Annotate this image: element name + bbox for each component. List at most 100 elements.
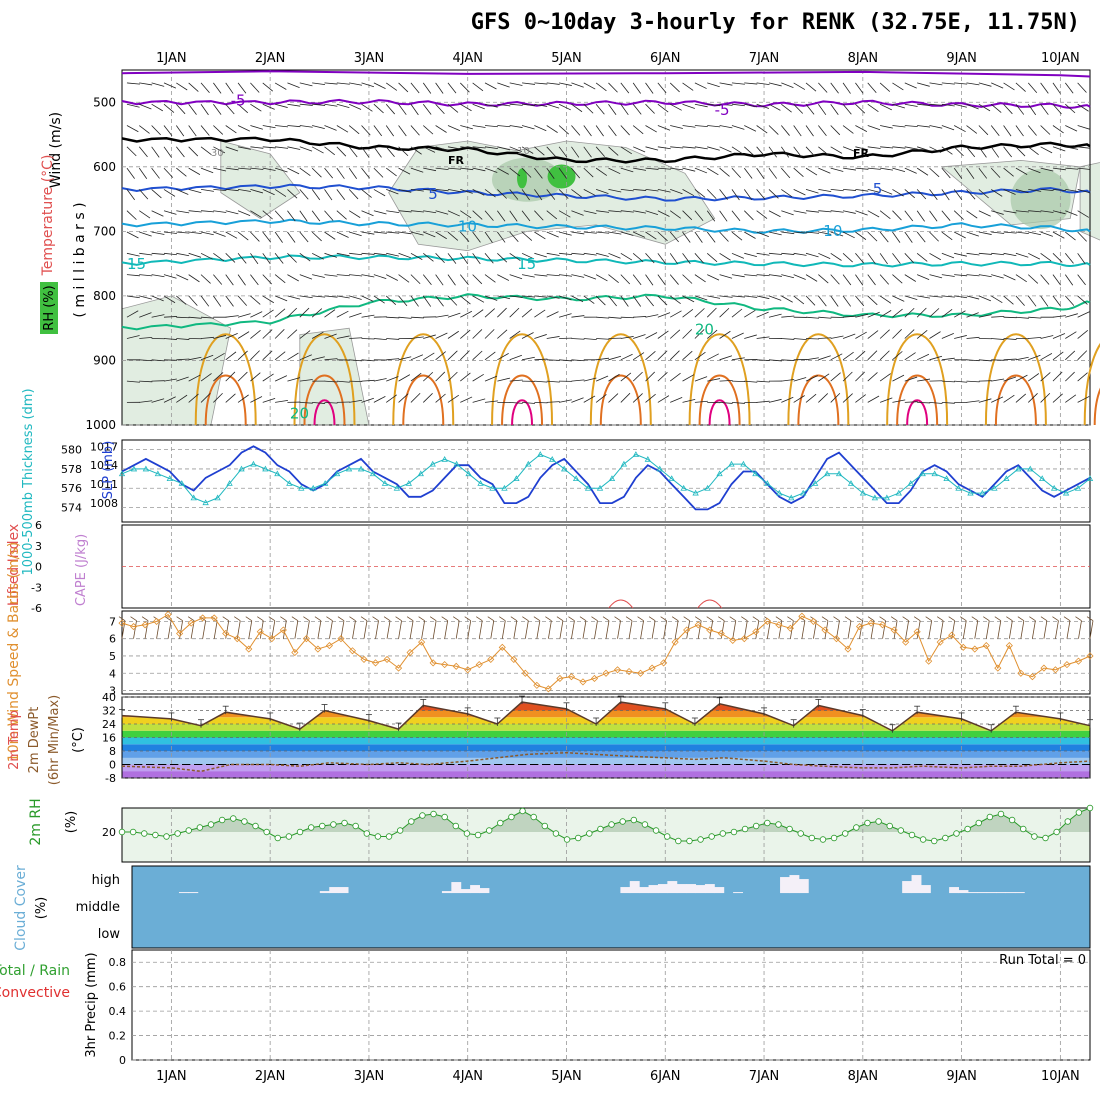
wind-barb [522,83,535,85]
temp-axis-title-3: (6hr Min/Max) [47,695,62,785]
contour-label: FR [448,154,465,167]
wind-barb [658,331,669,339]
wind-barb [695,308,705,317]
wind-barb [460,373,470,381]
wind-barb [905,126,918,127]
wind-barb [176,232,189,233]
x-tick-label-bottom: 10JAN [1041,1069,1080,1084]
wind10m-barb [845,617,851,621]
wind-barb [905,296,917,300]
temp-band [122,744,1090,751]
wind-barb [411,275,420,284]
wind-barb [571,398,583,403]
wind-barb [1041,335,1054,338]
rh2m-point [776,822,782,828]
wind10m-barb [707,617,713,621]
wind-barb [596,339,609,340]
wind10m-barb [456,621,459,639]
wind-barb [250,275,258,285]
rh-axis-title: RH (%) [42,285,57,330]
wind-barb [658,104,668,112]
wind-barb [646,147,659,150]
wind-barb [436,126,447,133]
wind-barb [547,360,560,361]
wind-barb [1078,312,1090,318]
wind-barb [831,147,842,154]
wind-barb [312,83,325,85]
wind-barb [917,168,928,175]
wind-barb [1041,104,1049,114]
wind-barb [892,253,900,263]
wind-barb [818,317,831,318]
wind-barb [843,83,850,94]
rh2m-point [676,838,682,844]
wind10m-barb [177,617,183,621]
wind-barb [312,275,325,278]
temp-band [122,731,1090,738]
wind-barb [707,354,719,360]
thickness-tick-label: 576 [61,482,82,495]
wind10m-barb [1041,617,1047,621]
wind-barb [510,275,522,279]
wind10m-barb [929,621,932,639]
wind-barb [646,83,654,94]
temp-band [122,738,1090,745]
wind-barb [929,332,940,339]
wind10m-barb [914,617,920,621]
wind-barb [534,381,547,382]
x-tick-label-top: 2JAN [255,51,286,66]
wind10m-barb [672,617,678,621]
wind-barb [757,337,770,339]
wind-barb [1053,352,1063,360]
wind-barb [806,211,819,212]
wind-barb [1053,296,1061,306]
wind-barb [695,126,708,127]
wind-barb [164,147,172,158]
cloud-bar-high [789,875,799,893]
wind-barb [732,381,745,382]
wind-barb [769,104,780,110]
wind-barb [633,372,642,381]
wind10m-barb [384,617,390,621]
wind-barb [485,126,498,127]
wind10m-barb [1078,621,1081,639]
wind-barb [189,253,201,257]
wind-barb [942,402,955,403]
wind-barb [757,296,770,299]
contour-label: 5 [428,185,438,203]
cloud-bar-high [696,885,706,893]
wind-barb [769,360,782,361]
wind-barb [905,253,914,262]
wind-barb [855,232,866,240]
wind10m-barb [730,617,736,621]
rh2m-point [898,828,904,834]
wind-barb [300,232,308,242]
wind-barb [448,331,459,338]
wind-barb [979,211,991,217]
wind-barb [954,381,967,382]
wind-barb [473,399,486,403]
wind10m-barb [718,617,724,621]
cloud-level-label: low [98,927,121,942]
wind-barb [880,211,890,219]
wind-barb [287,168,299,174]
wind-barb [1016,394,1026,402]
rh2m-point [876,819,882,825]
wind-barb [559,253,572,254]
lifted-index-tick-label: -3 [31,581,42,594]
wind-barb [164,253,177,254]
wind-barb [362,315,375,317]
wind-barb [226,352,236,360]
wind-barb [201,211,214,212]
wind-barb [979,253,992,254]
wind10m-barb [972,617,978,621]
wind-barb [287,126,300,127]
wind-barb [337,83,350,84]
wind-barb [868,331,878,339]
wind-barb [263,296,274,303]
x-tick-label-bottom: 1JAN [156,1069,187,1084]
wind-barb [744,335,756,339]
wind10m-barb [1064,617,1070,621]
wind-barb [1004,275,1016,280]
wind-barb [954,275,967,276]
